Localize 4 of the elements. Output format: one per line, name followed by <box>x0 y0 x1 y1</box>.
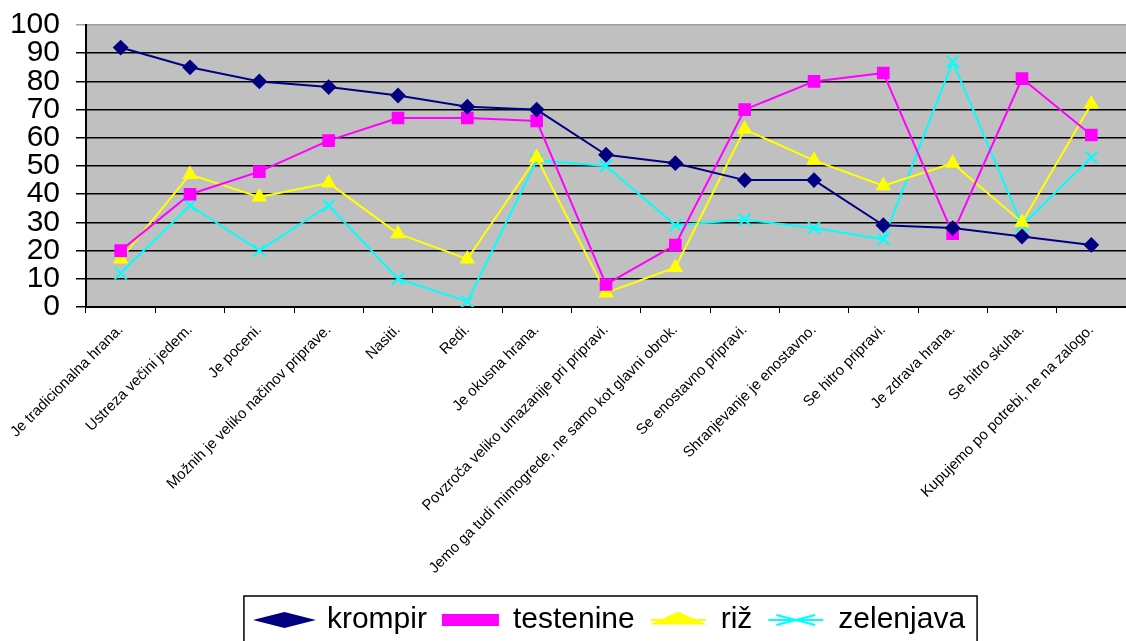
legend-label: testenine <box>512 601 635 635</box>
legend-label: zelenjava <box>838 601 966 635</box>
legend-label: riž <box>720 601 753 635</box>
legend-label: krompir <box>326 601 427 635</box>
